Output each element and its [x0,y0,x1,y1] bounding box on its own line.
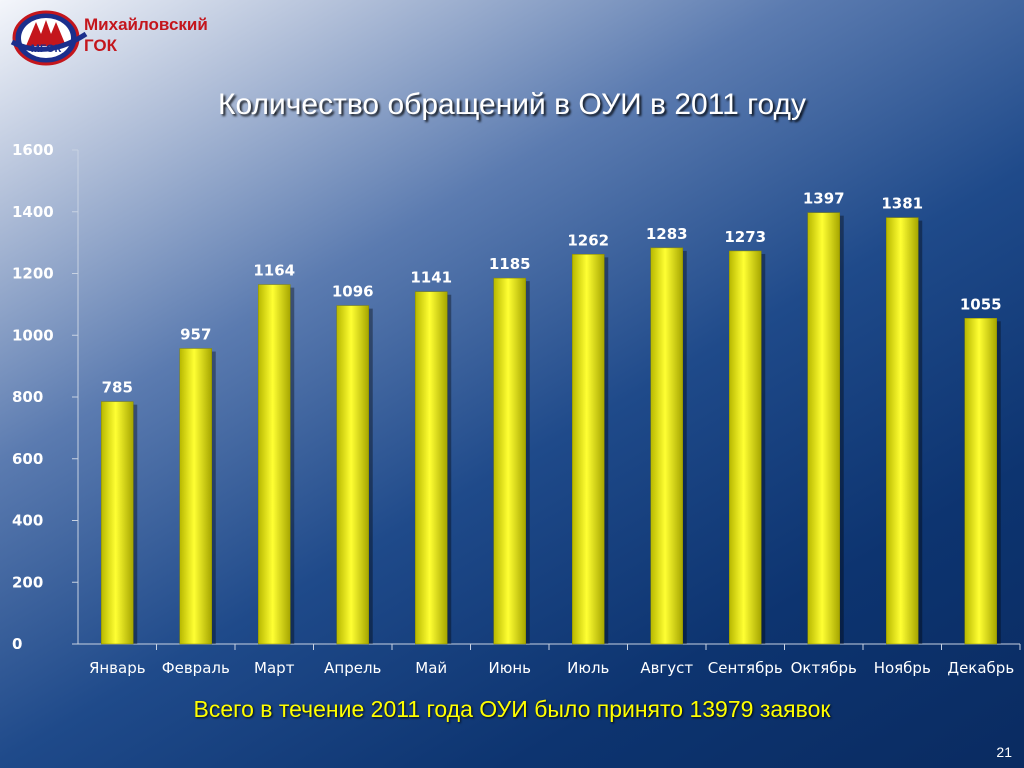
x-category-label: Март [254,659,295,677]
data-label: 1185 [489,255,531,273]
data-label: 1164 [253,262,295,280]
x-category-label: Январь [89,659,146,677]
bar-3 [258,284,291,645]
axis-layer: 0 200 400 600 800 1000 1200 1400 1600 [12,141,1021,653]
bar-5 [415,291,448,645]
data-label: 1055 [960,295,1002,313]
bar-9 [729,250,762,645]
bar-10 [807,212,840,645]
y-tick-label: 1400 [12,203,54,221]
data-label: 785 [102,379,133,397]
data-label: 1397 [803,190,845,208]
company-logo: МГОК [10,8,88,68]
bar-2 [179,348,212,645]
x-category-label: Февраль [162,659,230,677]
x-category-label: Апрель [324,659,381,677]
x-category-label: Август [640,659,693,677]
bar-11 [886,217,919,645]
company-name: Михайловский ГОК [84,14,208,56]
x-category-label: Сентябрь [708,659,783,677]
y-tick-label: 200 [12,573,43,591]
bar-7 [572,254,605,645]
x-category-label: Май [415,659,447,677]
y-tick-label: 1000 [12,326,54,344]
data-label: 957 [180,326,211,344]
y-tick-label: 1200 [12,265,54,283]
bar-12 [964,318,997,645]
summary-text: Всего в течение 2011 года ОУИ было приня… [193,696,831,722]
label-layer: 785 Январь 957 Февраль 1164 Март 1096 Апрель 114… [89,190,1014,677]
y-tick-label: 600 [12,450,43,468]
y-tick-label: 1600 [12,141,54,159]
bar-chart: 0 200 400 600 800 1000 1200 1400 1600 785 Январь 9… [12,141,1021,677]
bar-6 [493,277,526,645]
x-category-label: Июль [567,659,609,677]
data-label: 1141 [410,269,452,287]
logo-text: МГОК [31,43,62,55]
x-category-label: Июнь [489,659,532,677]
data-label: 1283 [646,225,688,243]
y-tick-label: 800 [12,388,43,406]
x-category-label: Октябрь [791,659,857,677]
data-label: 1381 [881,195,923,213]
chart-title: Количество обращений в ОУИ в 2011 году [218,88,806,121]
y-tick-label: 0 [12,635,22,653]
data-label: 1273 [724,228,766,246]
bar-layer [101,212,1001,645]
page-number: 21 [996,744,1012,760]
y-tick-label: 400 [12,512,43,530]
data-label: 1262 [567,231,609,249]
x-category-label: Ноябрь [874,659,931,677]
bar-4 [336,305,369,645]
data-label: 1096 [332,283,374,301]
company-name-line1: Михайловский [84,15,208,34]
x-category-label: Декабрь [947,659,1014,677]
bar-8 [650,247,683,645]
company-name-line2: ГОК [84,36,118,55]
bar-1 [101,401,134,645]
